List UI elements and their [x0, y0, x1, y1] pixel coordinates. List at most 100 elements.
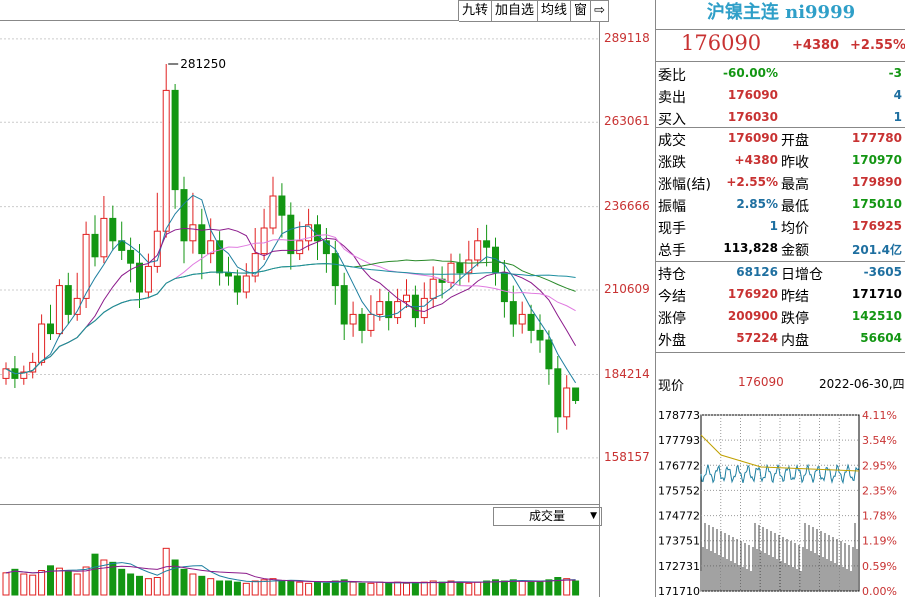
moving-average-button[interactable]: 均线 [538, 0, 572, 22]
row-value-2: -3 [888, 66, 902, 80]
quote-row: 持仓 68126 日增仓 -3605 [656, 262, 905, 284]
candle-body [100, 217, 108, 258]
volume-bar [171, 559, 179, 596]
intraday-pct-label: 0.59% [862, 560, 897, 573]
volume-bar [492, 579, 499, 596]
row-label: 总手 [658, 243, 686, 259]
volume-bar [358, 582, 366, 596]
row-label-2: 日增仓 [781, 267, 823, 283]
row-label: 买入 [658, 112, 686, 128]
row-value: +2.55% [726, 175, 778, 189]
row-value-2: 176925 [851, 219, 902, 233]
row-label: 现手 [658, 221, 686, 237]
row-value: 176030 [727, 110, 778, 124]
volume-bar [438, 581, 446, 596]
candle-body [260, 227, 268, 255]
candle-body [162, 89, 170, 232]
volume-bar [136, 575, 143, 596]
row-value: +4380 [734, 153, 778, 167]
current-price-value: 176090 [738, 375, 784, 389]
volume-bar [242, 582, 250, 596]
row-value-2: 1 [893, 110, 902, 124]
volume-bar [554, 577, 562, 596]
price-axis-label: 263061 [604, 114, 650, 129]
intraday-price-label: 175752 [658, 484, 700, 497]
candle-body [109, 217, 117, 242]
moving-average-line [5, 227, 577, 375]
candle-body [554, 368, 562, 418]
moving-average-line [5, 263, 576, 375]
row-label: 涨停 [658, 311, 686, 327]
candle-body [331, 253, 339, 287]
candle-body [536, 329, 544, 341]
row-label-2: 最高 [781, 177, 809, 193]
window-button[interactable]: 窗 [571, 0, 592, 22]
quote-row: 振幅 2.85% 最低 175010 [656, 194, 905, 216]
volume-bar [411, 582, 419, 596]
candle-body [358, 313, 366, 331]
volume-bar [367, 582, 375, 596]
row-label: 卖出 [658, 90, 686, 106]
row-label-2: 昨收 [781, 155, 809, 171]
candle-body [367, 313, 375, 331]
row-value: 176090 [727, 131, 778, 145]
intraday-chart[interactable]: 178773 4.11% 177793 3.54% 176772 2.95% 175752 2… [656, 405, 905, 595]
candle-body [180, 189, 188, 242]
quote-panel: 沪镍主连 ni9999 176090 +4380 +2.55% 委比 -60.00… [655, 0, 905, 597]
candle-body [20, 371, 28, 379]
quote-row: 总手 113,828 金额 201.4亿 [656, 238, 905, 260]
volume-bar [322, 582, 330, 596]
row-value-2: -3605 [863, 265, 902, 279]
intraday-pct-label: 3.54% [862, 434, 897, 447]
intraday-pct-label: 2.95% [862, 459, 897, 472]
volume-bar [509, 579, 517, 596]
volume-bar [447, 580, 455, 596]
row-value-2: 170970 [851, 153, 902, 167]
volume-bar [91, 553, 99, 596]
row-label-2: 金额 [781, 243, 809, 259]
candle-body [420, 297, 428, 319]
volume-bar [162, 547, 170, 596]
candle-body [465, 259, 473, 274]
candle-body [563, 387, 571, 418]
row-value-2: 142510 [851, 309, 902, 323]
row-value: 200900 [727, 309, 778, 323]
candle-body [144, 265, 152, 293]
volume-bar [198, 575, 206, 596]
arrow-right-icon[interactable]: ⇨ [591, 0, 609, 22]
candle-body [572, 387, 580, 402]
jiuzhuan-button[interactable]: 九转 [459, 0, 493, 22]
volume-bar [349, 581, 357, 596]
row-value: 176920 [727, 287, 778, 301]
candle-body [429, 278, 437, 299]
candle-body [483, 240, 491, 248]
quote-row: 涨幅(结) +2.55% 最高 179890 [656, 172, 905, 194]
volume-bar [385, 582, 393, 596]
volume-bar [269, 578, 277, 596]
quote-row: 今结 176920 昨结 171710 [656, 284, 905, 306]
candle-body [136, 262, 143, 293]
price-axis-label: 184214 [604, 366, 650, 381]
row-value-2: 179890 [851, 175, 902, 189]
row-value: 57224 [736, 331, 778, 345]
candle-body [38, 323, 46, 363]
add-watchlist-button[interactable]: 加自选 [492, 0, 539, 22]
row-label-2: 跌停 [781, 311, 809, 327]
volume-bar [180, 568, 188, 596]
candle-body [251, 253, 259, 277]
candle-body [269, 195, 277, 229]
row-value: 176090 [727, 88, 778, 102]
quote-row: 买入 176030 1 [656, 107, 905, 129]
price-axis-label: 158157 [604, 449, 650, 464]
candle-body [55, 285, 63, 335]
row-label: 振幅 [658, 199, 686, 215]
volume-bar [233, 581, 241, 596]
volume-bar [73, 573, 81, 596]
current-date: 2022-06-30,四 [819, 377, 905, 391]
price-change-pct: +2.55% [850, 38, 905, 53]
kline-chart[interactable]: 281250552337341867X100 [0, 0, 600, 597]
intraday-price-label: 176772 [658, 459, 700, 472]
volume-bar [420, 581, 428, 596]
peak-price-label: 281250 [180, 57, 226, 71]
volume-indicator-select[interactable]: 成交量 ▼ [493, 507, 602, 526]
